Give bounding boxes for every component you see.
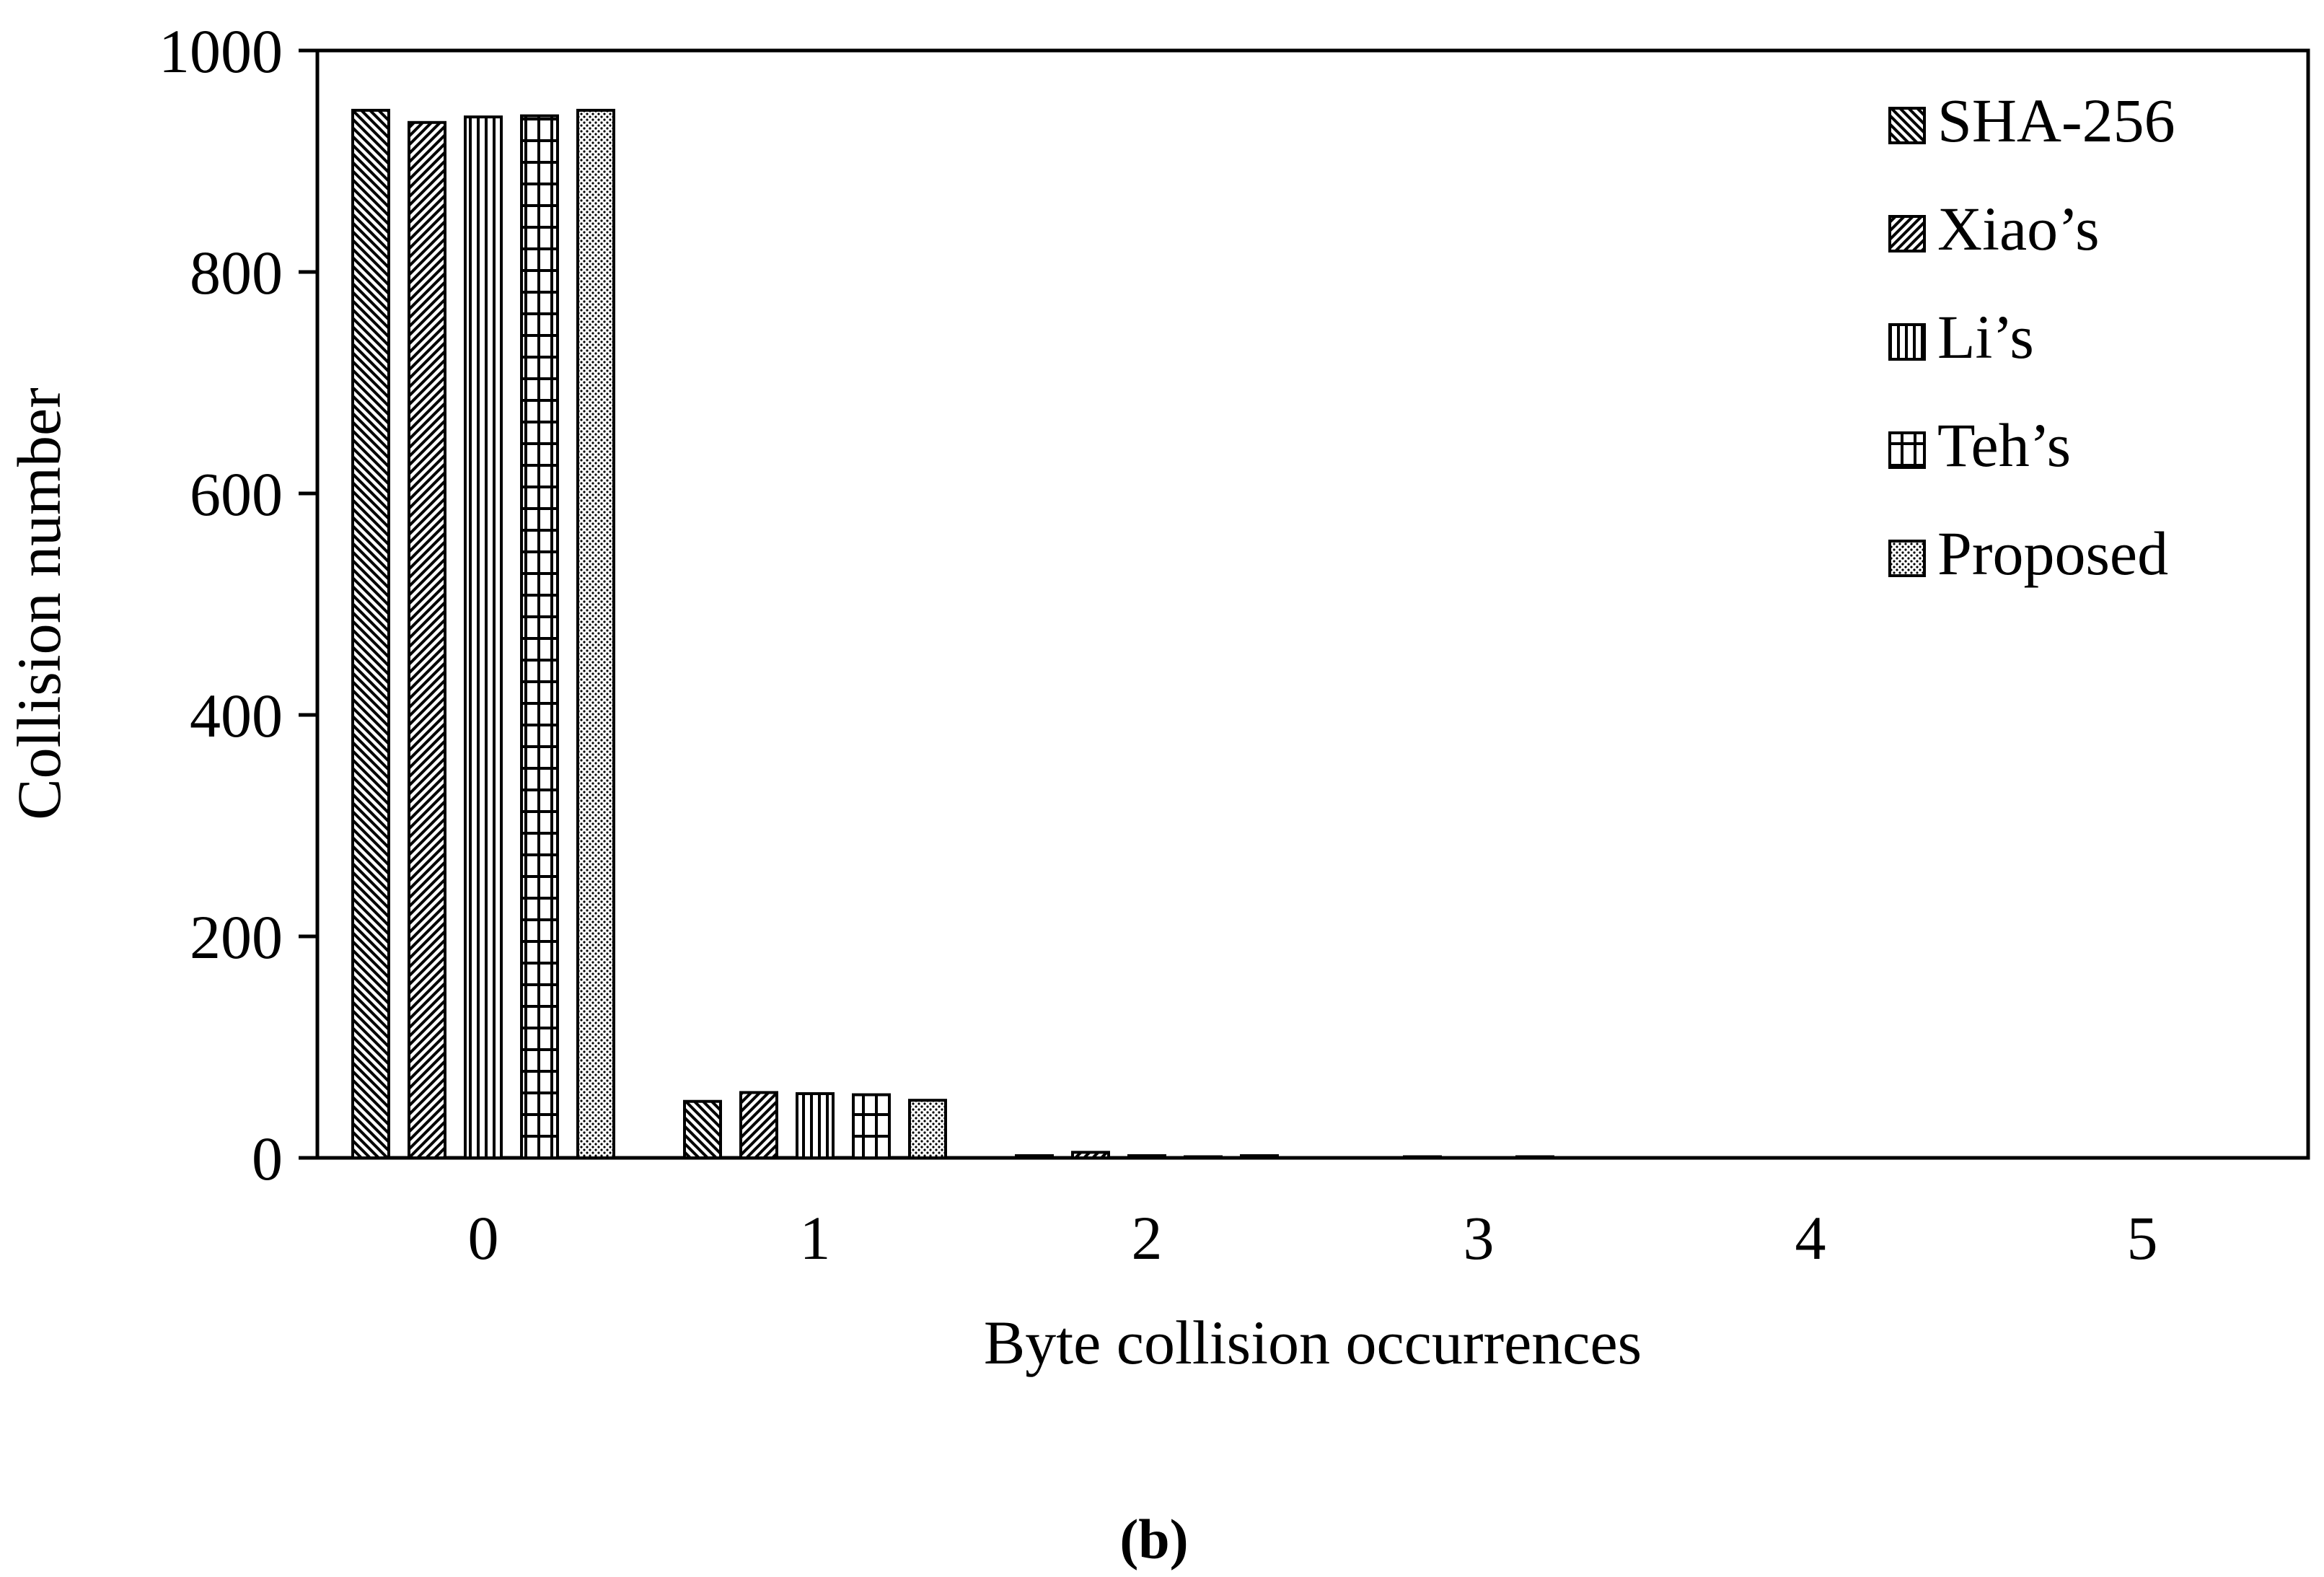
bars (351, 108, 1554, 1160)
legend-label: SHA-256 (1937, 86, 2175, 155)
bar-sha-256-1 (683, 1099, 722, 1159)
bar-teh-s-2 (1184, 1155, 1223, 1159)
y-tick-label: 0 (252, 1124, 283, 1193)
y-tick-label: 600 (190, 460, 283, 529)
x-tick-label: 3 (1463, 1203, 1495, 1273)
bar-xiao-s-0 (408, 120, 446, 1159)
x-tick-label: 5 (2127, 1203, 2158, 1273)
legend-swatch (1888, 540, 1926, 577)
bar-proposed-2 (1240, 1154, 1279, 1160)
bar-proposed-1 (908, 1099, 947, 1160)
bar-teh-s-1 (852, 1093, 891, 1160)
bar-sha-256-0 (351, 108, 390, 1159)
legend-swatch (1888, 215, 1926, 252)
x-axis-ticks: 0 1 2 3 4 5 (468, 1203, 2158, 1273)
x-tick-label: 0 (468, 1203, 499, 1273)
bar-li-s-2 (1127, 1154, 1166, 1160)
y-tick-label: 200 (190, 902, 283, 972)
bar-li-s-0 (464, 115, 503, 1160)
legend-label: Teh’s (1937, 410, 2071, 480)
legend: SHA-256 Xiao’s Li’s Teh’s Proposed (1888, 86, 2175, 588)
y-axis-label: Collision number (4, 387, 74, 820)
y-tick-label: 400 (190, 681, 283, 750)
bar-teh-s-0 (520, 114, 559, 1160)
figure-caption: (b) (1119, 1508, 1188, 1571)
legend-label: Xiao’s (1937, 194, 2100, 263)
y-tick-label: 800 (190, 238, 283, 307)
bar-sha-256-2 (1015, 1154, 1054, 1160)
y-tick-label: 1000 (159, 17, 283, 86)
y-axis-ticks: 0 200 400 600 800 1000 (159, 17, 317, 1193)
bar-xiao-s-3 (1403, 1155, 1442, 1159)
x-tick-label: 2 (1132, 1203, 1163, 1273)
bar-teh-s-3 (1515, 1155, 1554, 1159)
legend-label: Proposed (1937, 519, 2168, 588)
x-tick-label: 4 (1795, 1203, 1826, 1273)
x-axis-label: Byte collision occurrences (984, 1308, 1642, 1377)
legend-swatch (1888, 107, 1926, 144)
legend-label: Li’s (1937, 302, 2034, 372)
bar-li-s-1 (796, 1091, 835, 1159)
legend-swatch (1888, 323, 1926, 361)
bar-proposed-0 (576, 108, 615, 1159)
legend-swatch (1888, 431, 1926, 469)
plot-area-frame (315, 48, 2310, 1160)
bar-xiao-s-1 (739, 1091, 778, 1160)
x-tick-label: 1 (800, 1203, 831, 1273)
bar-xiao-s-2 (1071, 1151, 1110, 1159)
